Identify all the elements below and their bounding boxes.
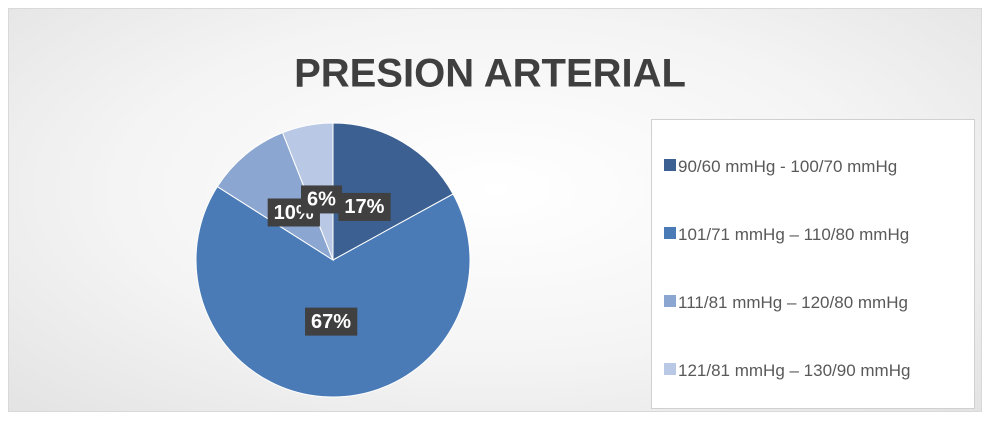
legend-entry: 121/81 mmHg – 130/90 mmHg (664, 356, 964, 385)
legend-swatch (664, 294, 676, 307)
chart-title: PRESION ARTERIAL (294, 52, 686, 96)
data-label: 67% (305, 307, 358, 336)
data-label-text: 6% (307, 189, 336, 211)
data-label-box (305, 307, 358, 336)
legend-swatch (664, 362, 676, 375)
legend: 90/60 mmHg - 100/70 mmHg 101/71 mmHg – 11… (651, 119, 975, 409)
data-label-text: 67% (311, 311, 351, 333)
legend-entry: 111/81 mmHg – 120/80 mmHg (664, 288, 964, 317)
legend-label: 111/81 mmHg – 120/80 mmHg (678, 292, 908, 312)
data-label: 6% (300, 185, 343, 214)
legend-entry: 90/60 mmHg - 100/70 mmHg (664, 152, 964, 181)
legend-label: 90/60 mmHg - 100/70 mmHg (678, 156, 898, 176)
pie-slice (195, 185, 471, 398)
data-label-box (338, 192, 391, 221)
legend-label: 121/81 mmHg – 130/90 mmHg (678, 360, 911, 380)
data-label-box (300, 185, 343, 214)
legend-entry: 101/71 mmHg – 110/80 mmHg (664, 220, 964, 249)
legend-swatch (664, 158, 676, 171)
pie-slice (216, 131, 335, 262)
data-label-text: 17% (344, 196, 384, 218)
legend-label: 101/71 mmHg – 110/80 mmHg (678, 224, 910, 244)
legend-swatch (664, 226, 676, 239)
pie-slice (332, 122, 454, 261)
data-label: 17% (338, 192, 391, 221)
